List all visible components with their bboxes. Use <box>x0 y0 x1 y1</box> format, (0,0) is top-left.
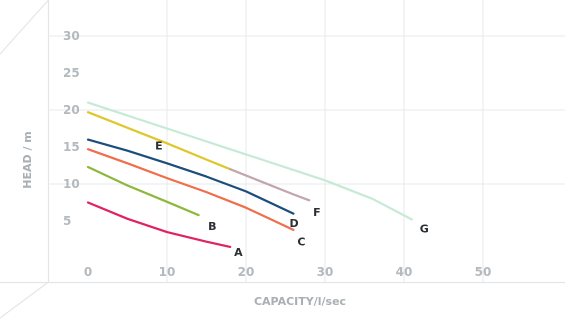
tick-labels: 0 10 20 30 40 50 5 10 15 20 25 30 <box>63 29 491 279</box>
x-tick-label: 0 <box>84 265 92 279</box>
x-tick-label: 40 <box>396 265 413 279</box>
series-line-g <box>86 101 413 221</box>
perspective-edge-bottom <box>0 281 49 319</box>
x-axis-title: CAPACITY/l/sec <box>254 295 346 308</box>
x-tick-label: 20 <box>238 265 255 279</box>
series-label-g: G <box>420 222 429 235</box>
y-tick-label: 30 <box>63 29 80 43</box>
x-tick-label: 50 <box>475 265 492 279</box>
series-labels: A B CD E F G <box>155 140 429 260</box>
series-label-e: E <box>155 140 163 153</box>
series-line-c <box>86 148 295 231</box>
series-layer <box>86 101 413 248</box>
x-tick-label: 10 <box>159 265 176 279</box>
x-tick-label: 30 <box>317 265 334 279</box>
series-line-d <box>86 138 295 215</box>
series-line-e <box>86 111 232 171</box>
grid <box>48 0 565 282</box>
y-tick-label: 25 <box>63 66 80 80</box>
y-tick-label: 5 <box>63 214 71 228</box>
series-line-a <box>86 201 232 248</box>
y-tick-label: 15 <box>63 140 80 154</box>
perspective-edge-left <box>0 0 49 55</box>
series-label-a: A <box>234 246 243 259</box>
series-line-f <box>229 168 311 202</box>
series-label-c: C <box>297 236 305 249</box>
series-label-d: D <box>289 217 298 230</box>
series-label-b: B <box>208 220 216 233</box>
y-axis-title: HEAD / m <box>21 131 34 189</box>
y-tick-label: 20 <box>63 103 80 117</box>
y-tick-label: 10 <box>63 177 80 191</box>
series-label-f: F <box>313 206 321 219</box>
series-line-b <box>86 165 200 217</box>
